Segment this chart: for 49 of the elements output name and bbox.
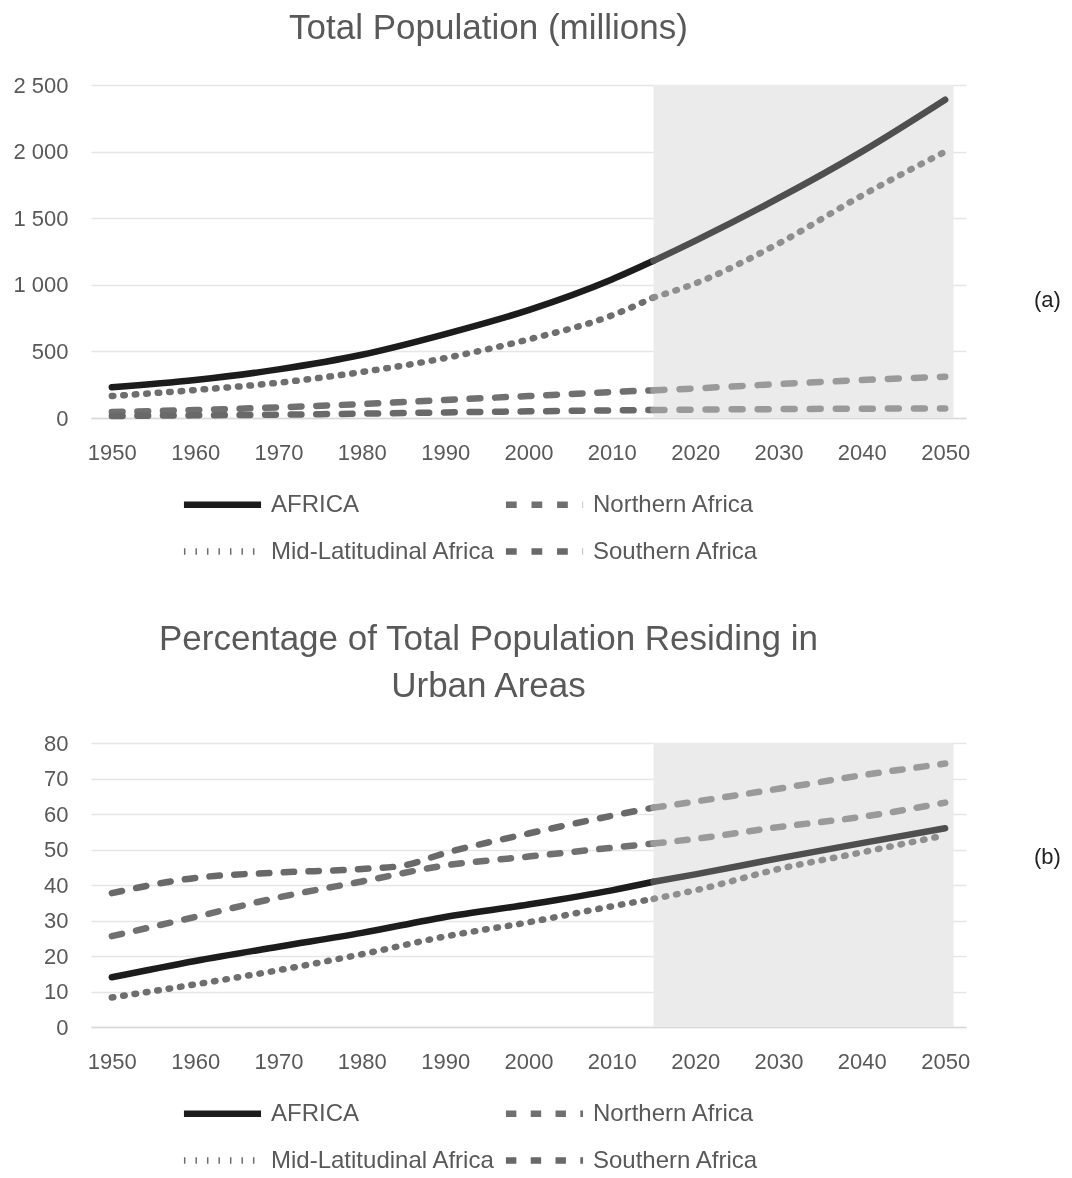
x-tick-label: 1960 [171, 1048, 221, 1074]
text: (a) [1034, 286, 1061, 312]
y-tick-label: 80 [44, 730, 69, 756]
x-tick-label: 2050 [921, 1048, 971, 1074]
x-tick-label: 1970 [254, 1048, 304, 1074]
legend-label: Mid-Latitudinal Africa [271, 1145, 495, 1173]
x-tick-label: 2010 [587, 439, 637, 465]
x-tick-label: 1960 [171, 439, 221, 465]
y-tick-label: 30 [44, 908, 69, 933]
x-tick-label: 2000 [504, 439, 554, 465]
x-tick-label: 2040 [837, 1048, 887, 1074]
x-tick-label: 2020 [671, 439, 721, 465]
x-tick-label: 2040 [837, 439, 887, 465]
x-tick-label: 2030 [754, 439, 804, 465]
y-tick-label: 10 [44, 979, 69, 1004]
y-tick-label: 60 [44, 801, 69, 827]
y-tick-label: 70 [44, 766, 69, 791]
x-tick-label: 2010 [587, 1048, 637, 1074]
x-tick-label: 2030 [754, 1048, 804, 1074]
x-tick-label: 1970 [254, 439, 304, 465]
y-tick-label: 2 000 [13, 139, 69, 165]
y-tick-label: 2 500 [13, 72, 69, 98]
legend-label: Southern Africa [593, 536, 758, 564]
x-tick-label: 2020 [671, 1048, 721, 1074]
y-tick-label: 500 [31, 338, 69, 364]
x-tick-label: 1990 [421, 439, 471, 465]
y-tick-label: 1 500 [13, 205, 69, 231]
x-tick-label: 2050 [921, 439, 971, 465]
legend-label: Mid-Latitudinal Africa [271, 536, 495, 564]
chart-title: Percentage of Total Population Residing in Urban Areas [159, 618, 818, 704]
x-tick-label: 1950 [87, 1048, 137, 1074]
legend-label: Southern Africa [593, 1145, 758, 1173]
y-tick-label: 1 000 [13, 272, 69, 298]
legend-label: AFRICA [271, 1098, 360, 1126]
x-tick-label: 1950 [87, 439, 137, 465]
legend-label: Northern Africa [593, 1098, 754, 1126]
legend-label: Northern Africa [593, 489, 754, 517]
y-tick-label: 0 [56, 1014, 69, 1040]
y-tick-label: 50 [44, 837, 69, 862]
legend-label: AFRICA [271, 489, 360, 517]
x-tick-label: 1990 [421, 1048, 471, 1074]
text: (b) [1034, 843, 1061, 869]
y-tick-label: 20 [44, 943, 69, 969]
x-tick-label: 1980 [337, 1048, 387, 1074]
chart-title: Total Population (millions) [289, 7, 688, 46]
x-tick-label: 2000 [504, 1048, 554, 1074]
y-tick-label: 0 [56, 405, 69, 431]
y-tick-label: 40 [44, 872, 69, 898]
x-tick-label: 1980 [337, 439, 387, 465]
